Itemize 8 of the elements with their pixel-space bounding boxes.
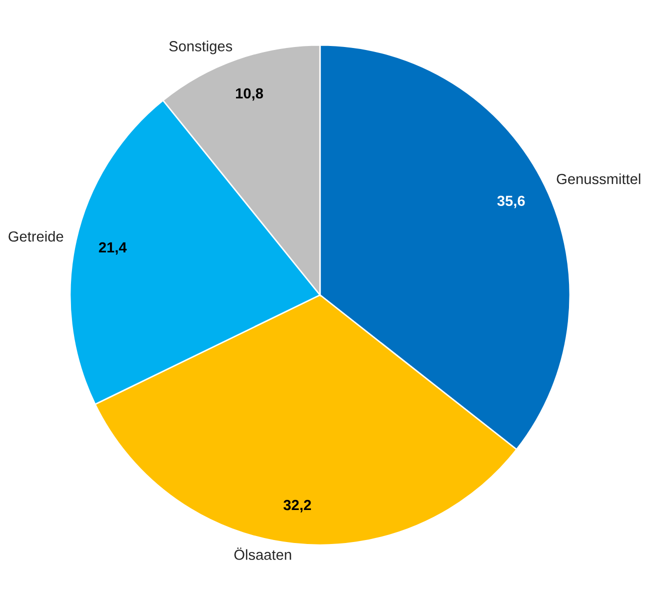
- slice-label: Sonstiges: [169, 40, 232, 54]
- data-label: 35,6: [497, 196, 525, 208]
- data-label: 32,2: [283, 500, 311, 512]
- data-label: 10,8: [236, 88, 264, 101]
- slice-label: Getreide: [8, 230, 64, 242]
- slice-label: Genussmittel: [556, 173, 640, 184]
- data-label: 21,4: [98, 242, 127, 255]
- slice-label: Ölsaaten: [234, 548, 292, 560]
